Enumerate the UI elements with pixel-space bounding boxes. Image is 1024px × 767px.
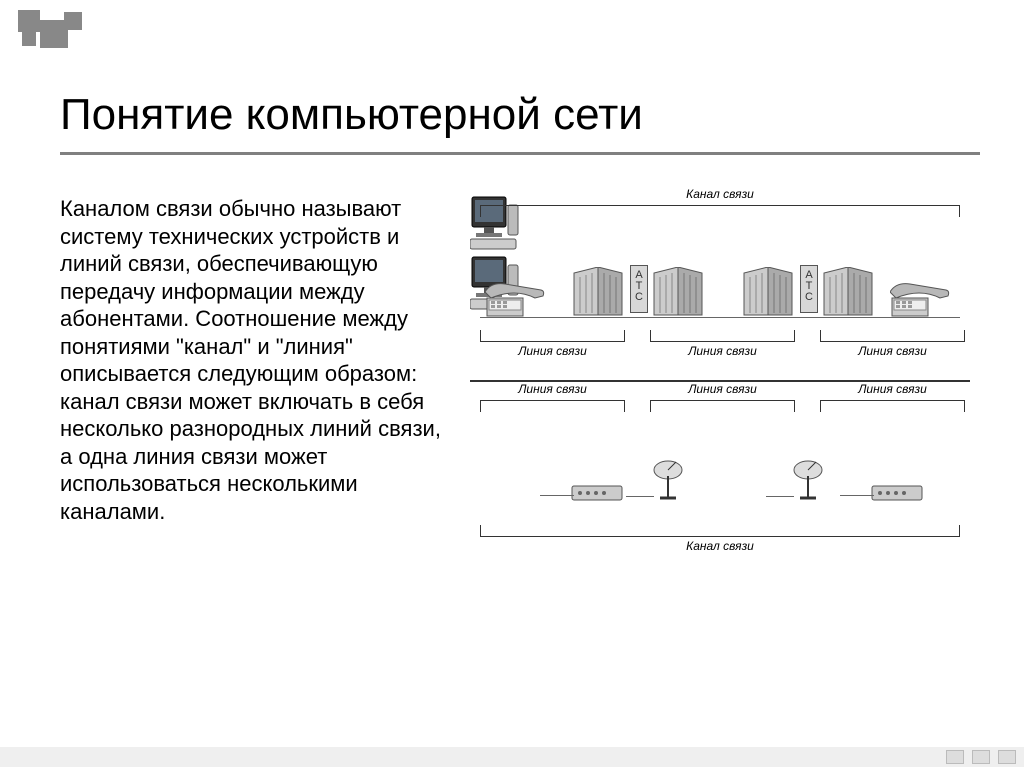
bracket-label: Канал связи [480, 539, 960, 553]
nav-menu-icon[interactable] [998, 750, 1016, 764]
nav-next-icon[interactable] [972, 750, 990, 764]
slide-title: Понятие компьютерной сети [60, 90, 974, 140]
network-diagram: Канал связи АТС АТС Линия связи Линия связи… [470, 195, 974, 615]
body-text: Каналом связи обычно называют систему те… [60, 195, 450, 615]
logo-square [64, 12, 82, 30]
nav-bar [0, 747, 1024, 767]
bracket-label: Линия связи [820, 344, 965, 358]
building-icon [650, 267, 706, 322]
bracket [480, 205, 960, 217]
bracket [480, 400, 625, 412]
antenna-icon [650, 458, 686, 505]
antenna-icon [790, 458, 826, 505]
modem-icon [870, 480, 924, 507]
building-icon [820, 267, 876, 322]
bracket-label: Линия связи [480, 344, 625, 358]
bracket [650, 400, 795, 412]
bracket [820, 400, 965, 412]
logo-square [22, 32, 36, 46]
nav-prev-icon[interactable] [946, 750, 964, 764]
monitor-icon [470, 195, 974, 255]
building-icon [570, 267, 626, 322]
ats-box: АТС [800, 265, 818, 313]
bracket [480, 525, 960, 537]
bracket-label: Линия связи [650, 344, 795, 358]
bracket [480, 330, 625, 342]
bracket-label: Канал связи [480, 187, 960, 201]
bracket-label: Линия связи [820, 382, 965, 396]
building-icon [740, 267, 796, 322]
bracket-label: Линия связи [650, 382, 795, 396]
title-underline [60, 152, 980, 155]
modem-icon [570, 480, 624, 507]
bracket [820, 330, 965, 342]
ats-box: АТС [630, 265, 648, 313]
bracket [650, 330, 795, 342]
logo-square [18, 10, 40, 32]
bracket-label: Линия связи [480, 382, 625, 396]
